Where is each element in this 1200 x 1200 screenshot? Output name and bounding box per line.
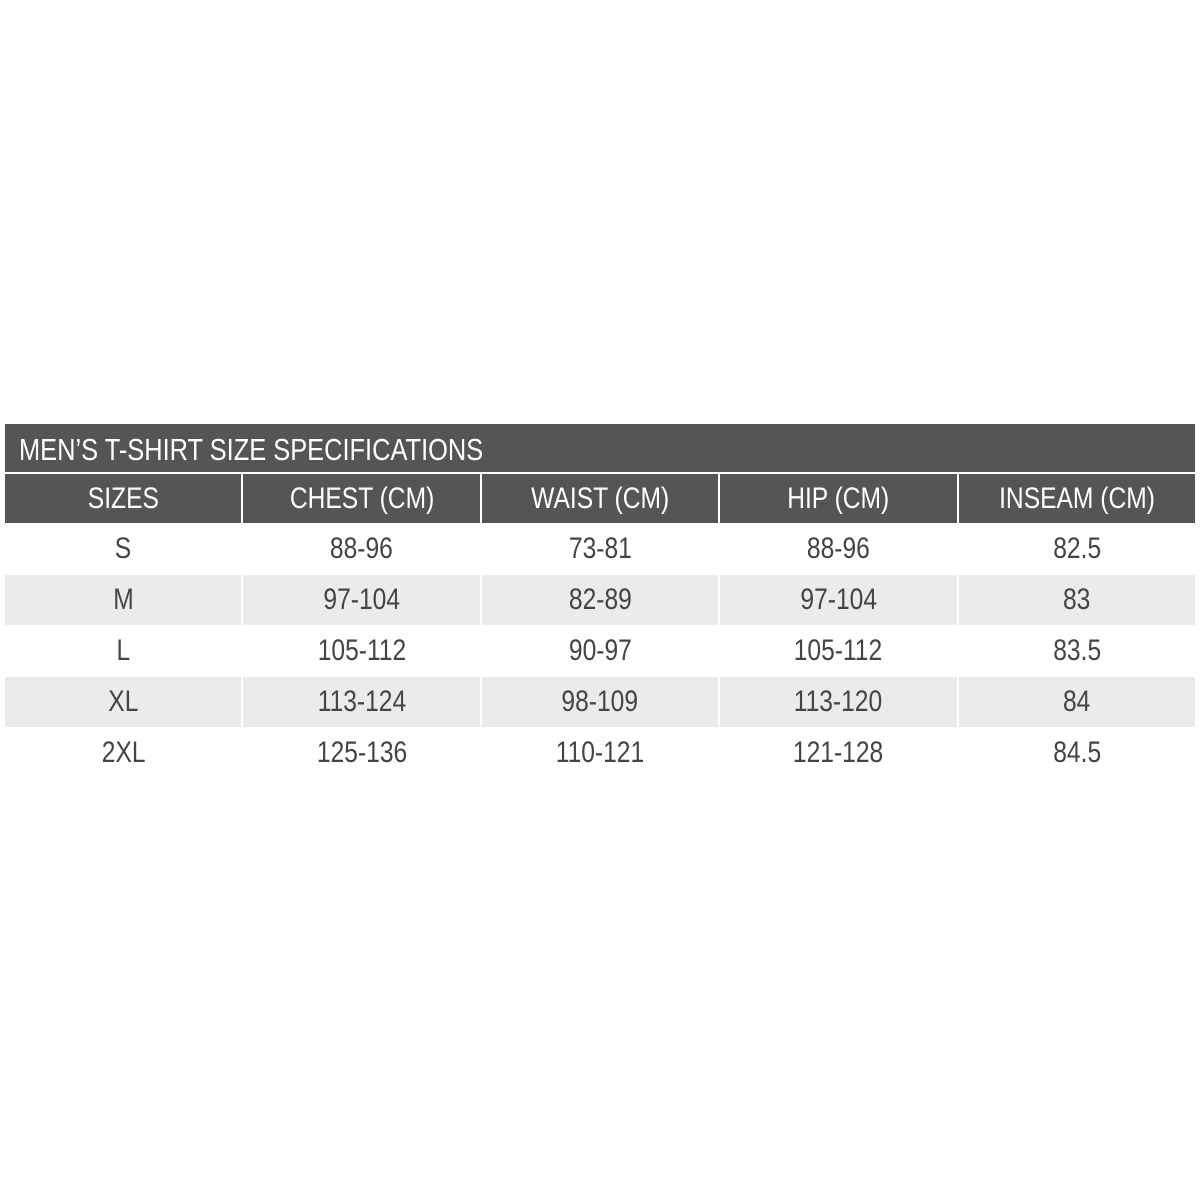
table-row: L 105-112 90-97 105-112 83.5	[5, 625, 1195, 676]
header-waist: WAIST (CM)	[481, 474, 721, 523]
table-cell: 84.5	[959, 728, 1195, 778]
table-cell: M	[5, 575, 244, 625]
cell-text: 2XL	[101, 736, 146, 769]
table-row: XL 113-124 98-109 113-120 84	[5, 676, 1196, 727]
table-cell: 84	[958, 677, 1196, 727]
cell-text: M	[112, 583, 134, 616]
cell-text: S	[114, 532, 132, 565]
cell-text: 110-121	[555, 736, 645, 769]
cell-text: 90-97	[568, 634, 632, 667]
cell-text: 83.5	[1052, 634, 1101, 667]
cell-text: 73-81	[568, 532, 632, 565]
table-cell: L	[5, 626, 244, 676]
header-text: SIZES	[87, 481, 159, 515]
table-cell: 113-124	[243, 677, 482, 727]
header-text: HIP (CM)	[787, 481, 890, 515]
table-cell: 83.5	[959, 626, 1195, 676]
header-chest: CHEST (CM)	[243, 474, 482, 523]
cell-text: L	[116, 634, 131, 667]
table-cell: XL	[5, 677, 244, 727]
header-row: SIZES CHEST (CM) WAIST (CM) HIP (CM) INS…	[5, 474, 1196, 523]
table-title-text: MEN’S T-SHIRT SIZE SPECIFICATIONS	[19, 432, 484, 467]
table-cell: 97-104	[720, 575, 959, 625]
table-cell: 82-89	[481, 575, 721, 625]
cell-text: 82.5	[1052, 532, 1101, 565]
cell-text: 121-128	[793, 736, 884, 769]
table-title: MEN’S T-SHIRT SIZE SPECIFICATIONS	[5, 424, 1195, 474]
table-cell: 83	[958, 575, 1196, 625]
table-cell: 113-120	[720, 677, 959, 727]
cell-text: 125-136	[316, 736, 407, 769]
size-chart-table: MEN’S T-SHIRT SIZE SPECIFICATIONS SIZES …	[5, 424, 1196, 778]
header-text: CHEST (CM)	[289, 481, 434, 515]
header-hip: HIP (CM)	[720, 474, 959, 523]
cell-text: 113-124	[317, 685, 406, 718]
table-row: 2XL 125-136 110-121 121-128 84.5	[5, 727, 1195, 778]
cell-text: 84	[1063, 685, 1091, 718]
table-cell: 88-96	[720, 524, 959, 574]
cell-text: 97-104	[800, 583, 877, 616]
table-cell: 88-96	[243, 524, 482, 574]
cell-text: 84.5	[1052, 736, 1101, 769]
header-sizes: SIZES	[5, 474, 244, 523]
table-cell: 105-112	[720, 626, 959, 676]
cell-text: 98-109	[561, 685, 639, 718]
cell-text: 88-96	[330, 532, 394, 565]
cell-text: 88-96	[806, 532, 870, 565]
table-cell: 2XL	[5, 728, 244, 778]
cell-text: 83	[1063, 583, 1091, 616]
cell-text: 105-112	[317, 634, 406, 667]
table-row: S 88-96 73-81 88-96 82.5	[5, 523, 1195, 574]
table-cell: 82.5	[959, 524, 1195, 574]
table-cell: S	[5, 524, 244, 574]
cell-text: XL	[108, 685, 139, 718]
table-cell: 121-128	[720, 728, 959, 778]
cell-text: 82-89	[568, 583, 632, 616]
table-cell: 125-136	[243, 728, 482, 778]
table-cell: 73-81	[482, 524, 721, 574]
table-row: M 97-104 82-89 97-104 83	[5, 574, 1196, 625]
header-text: INSEAM (CM)	[998, 481, 1155, 515]
header-text: WAIST (CM)	[531, 481, 670, 515]
table-cell: 90-97	[482, 626, 721, 676]
table-cell: 110-121	[482, 728, 721, 778]
table-cell: 98-109	[481, 677, 721, 727]
cell-text: 105-112	[794, 634, 883, 667]
cell-text: 97-104	[323, 583, 400, 616]
header-inseam: INSEAM (CM)	[958, 474, 1196, 523]
table-cell: 105-112	[243, 626, 482, 676]
cell-text: 113-120	[794, 685, 883, 718]
table-cell: 97-104	[243, 575, 482, 625]
